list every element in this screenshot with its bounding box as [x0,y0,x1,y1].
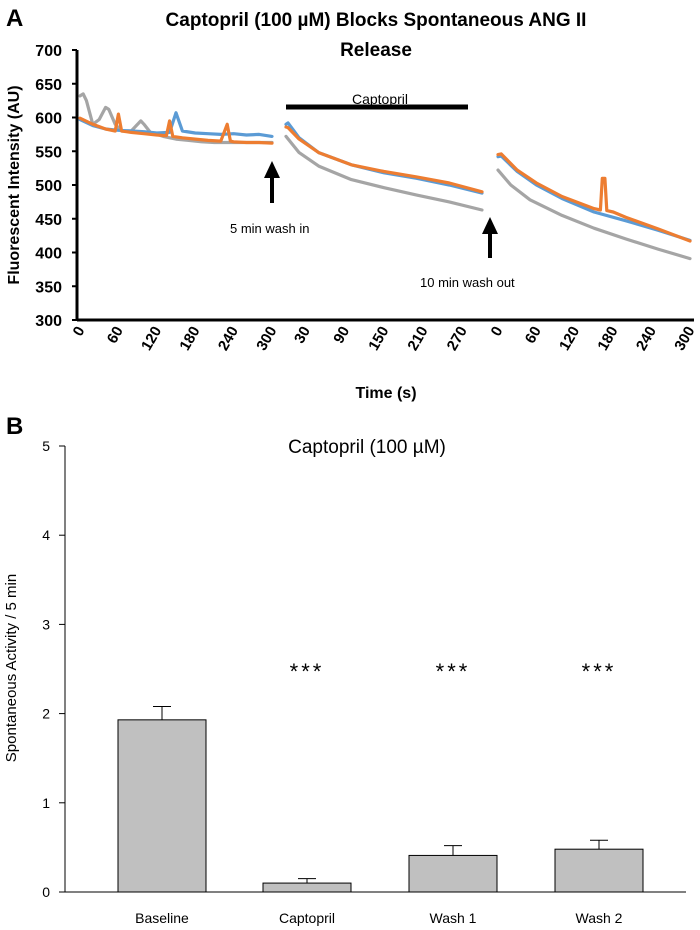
panel-b-y-tick-label: 4 [42,527,50,543]
trace-captopril-orange [284,125,484,194]
panel-a-y-tick-label: 400 [35,246,62,263]
trace-baseline-orange [78,112,274,145]
panel-b-y-tick-label: 3 [42,616,50,632]
trace-captopril-gray [284,134,484,212]
panel-a-y-tick-label: 700 [35,43,62,60]
panel-b: B Captopril (100 µM) Spontaneous Activit… [3,413,686,926]
panel-a-x-tick-label: 240 [633,324,660,354]
bar-baseline [117,719,207,893]
bar-wash-1 [408,854,498,893]
panel-a-x-tick-label: 180 [594,324,621,354]
panel-a-y-tick-label: 500 [35,178,62,195]
panel-a-x-tick-label: 30 [291,324,314,347]
panel-a-x-tick-label: 300 [253,324,280,354]
panel-a-y-tick-label: 650 [35,77,62,94]
panel-a-x-tick-label: 60 [104,324,127,347]
significance-marker: *** [290,659,325,684]
wash-out-arrow [482,217,498,258]
panel-a-y-tick-label: 300 [35,313,62,330]
panel-b-y-tick-label: 1 [42,795,50,811]
significance-marker: *** [436,659,471,684]
panel-b-y-tick-label: 5 [42,438,50,454]
panel-a-x-tick-label: 120 [556,324,583,354]
panel-a-x-tick-label: 270 [444,324,471,354]
panel-a-x-tick-label: 120 [138,324,165,354]
panel-a-ylabel: Fluorescent Intensity (AU) [6,85,23,284]
category-label: Baseline [135,910,189,926]
panel-b-ylabel: Spontaneous Activity / 5 min [3,574,20,762]
category-label: Captopril [279,910,335,926]
wash-out-label: 10 min wash out [420,275,515,290]
trace-baseline-gray [78,92,274,145]
category-label: Wash 2 [576,910,623,926]
trace-baseline-blue [78,111,274,138]
panel-a-title-line2: Release [340,40,412,61]
panel-b-y-tick-label: 0 [42,884,50,900]
panel-a-x-tick-label: 0 [488,324,507,340]
category-label: Wash 1 [430,910,477,926]
wash-in-arrow [264,161,280,203]
captopril-bar-label: Captopril [352,91,408,107]
panel-a-x-tick-label: 0 [70,324,89,340]
panel-a-x-tick-label: 240 [215,324,242,354]
bar-captopril [262,882,352,893]
trace-washout-orange [496,152,692,243]
significance-marker: *** [582,659,617,684]
wash-in-label: 5 min wash in [230,221,309,236]
panel-a-letter: A [6,5,23,32]
panel-a-y-tick-label: 350 [35,279,62,296]
panel-a-x-tick-label: 90 [330,324,353,347]
panel-a-y-tick-label: 550 [35,144,62,161]
panel-a: A Captopril (100 µM) Blocks Spontaneous … [6,5,698,402]
panel-a-x-tick-label: 150 [365,324,392,354]
panel-a-y-tick-label: 450 [35,212,62,229]
trace-washout-gray [496,168,692,261]
panel-a-x-tick-label: 60 [522,324,545,347]
panel-b-y-tick-label: 2 [42,706,50,722]
panel-a-xlabel: Time (s) [355,385,416,402]
bar-wash-2 [554,848,644,893]
panel-a-x-tick-label: 210 [404,324,431,354]
panel-a-y-tick-label: 600 [35,111,62,128]
panel-a-title-line1: Captopril (100 µM) Blocks Spontaneous AN… [166,10,587,31]
panel-a-x-tick-label: 180 [176,324,203,354]
panel-b-letter: B [6,413,23,440]
panel-b-title: Captopril (100 µM) [288,437,446,458]
panel-a-x-tick-label: 300 [671,324,698,354]
